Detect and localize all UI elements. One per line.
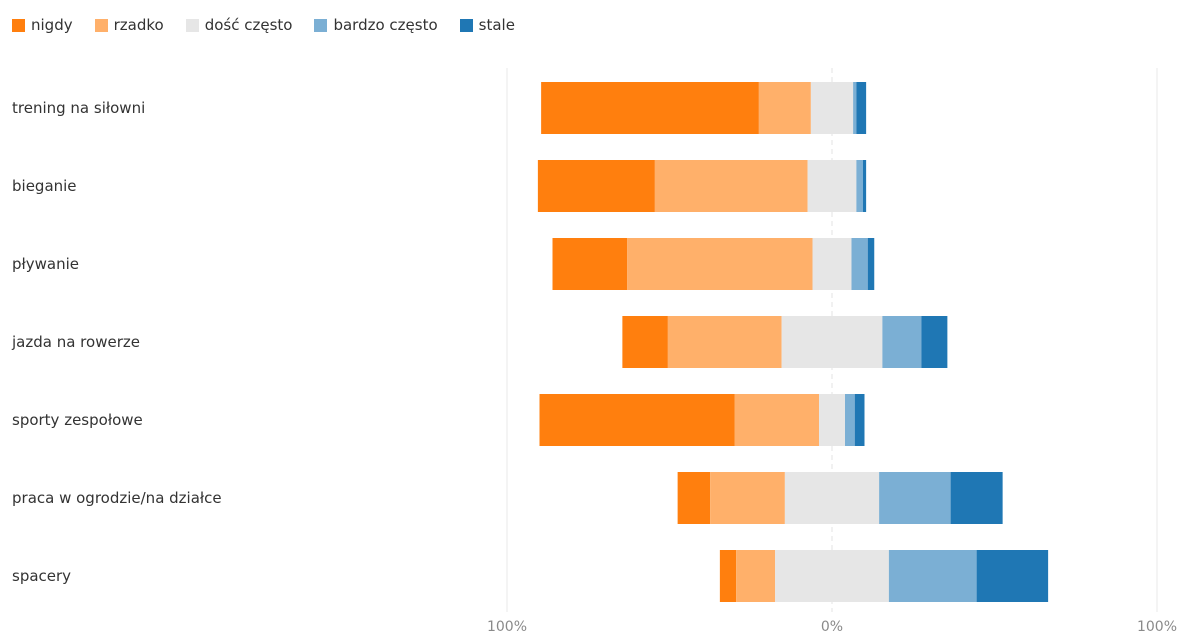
legend-swatch <box>12 18 25 32</box>
bar-segment[interactable] <box>719 550 737 602</box>
legend-label: stale <box>478 16 515 34</box>
bar-segment[interactable] <box>950 472 1003 524</box>
bar-segment[interactable] <box>856 82 867 134</box>
bar-segment[interactable] <box>539 394 735 446</box>
legend-label: bardzo często <box>333 16 438 34</box>
legend-swatch <box>185 18 199 32</box>
bar-segment[interactable] <box>541 82 759 134</box>
bar-segment[interactable] <box>921 316 948 368</box>
category-label: jazda na rowerze <box>11 333 140 351</box>
bar-segment[interactable] <box>734 394 820 446</box>
bar-segment[interactable] <box>758 82 811 134</box>
bar-segment[interactable] <box>879 472 951 524</box>
bar-segment[interactable] <box>976 550 1049 602</box>
legend-label: nigdy <box>31 16 73 34</box>
bar-segment[interactable] <box>856 160 863 212</box>
bar-segment[interactable] <box>810 82 854 134</box>
bar-segment[interactable] <box>819 394 845 446</box>
legend-label: rzadko <box>113 16 164 34</box>
legend-swatch <box>94 18 108 32</box>
legend-item[interactable]: bardzo często <box>314 16 438 34</box>
legend-swatch <box>459 18 473 32</box>
category-label: trening na siłowni <box>12 99 145 117</box>
bar-segment[interactable] <box>654 160 808 212</box>
category-label: praca w ogrodzie/na działce <box>12 489 222 507</box>
bar-segment[interactable] <box>627 238 813 290</box>
bar-segment[interactable] <box>882 316 922 368</box>
legend-item[interactable]: dość często <box>185 16 293 34</box>
bar-segment[interactable] <box>807 160 857 212</box>
legend-item[interactable]: rzadko <box>94 16 164 34</box>
x-tick-label: 0% <box>821 619 843 635</box>
legend-label: dość często <box>204 16 293 34</box>
bar-segment[interactable] <box>854 394 865 446</box>
bar-segment[interactable] <box>622 316 668 368</box>
bar-segment[interactable] <box>775 550 889 602</box>
category-label: pływanie <box>12 255 79 273</box>
x-tick-label: 100% <box>487 619 527 635</box>
category-label: bieganie <box>12 177 77 195</box>
category-label: sporty zespołowe <box>12 411 143 429</box>
legend: nigdy rzadko dość często bardzo często stale <box>12 14 537 36</box>
bar-segment[interactable] <box>537 160 655 212</box>
bar-segment[interactable] <box>667 316 782 368</box>
legend-item[interactable]: stale <box>459 16 515 34</box>
bar-segment[interactable] <box>851 238 868 290</box>
bar-segment[interactable] <box>677 472 711 524</box>
bar-segment[interactable] <box>862 160 867 212</box>
bar-segment[interactable] <box>552 238 628 290</box>
bar-segment[interactable] <box>867 238 875 290</box>
bar-segment[interactable] <box>853 82 857 134</box>
bar-segment[interactable] <box>812 238 852 290</box>
legend-item[interactable]: nigdy <box>12 16 73 34</box>
x-tick-label: 100% <box>1137 619 1177 635</box>
category-label: spacery <box>12 567 71 585</box>
bar-segment[interactable] <box>888 550 977 602</box>
bar-segment[interactable] <box>781 316 883 368</box>
bar-segment[interactable] <box>845 394 855 446</box>
bar-segment[interactable] <box>710 472 785 524</box>
bar-segment[interactable] <box>784 472 880 524</box>
legend-swatch <box>314 18 328 32</box>
bar-segment[interactable] <box>736 550 776 602</box>
